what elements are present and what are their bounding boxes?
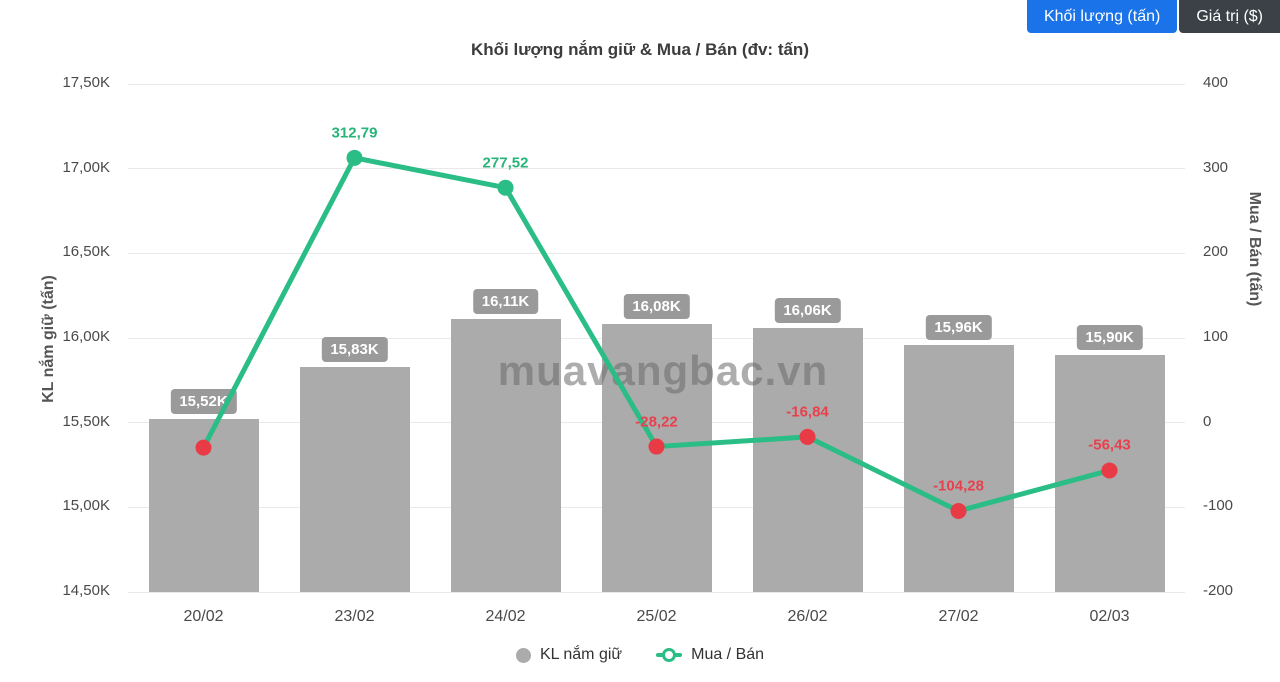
- y-axis-tick-right: -100: [1203, 497, 1234, 515]
- chart-title: Khối lượng nắm giữ & Mua / Bán (đv: tấn): [471, 40, 809, 59]
- bar-kl-nam-giu: [299, 366, 410, 592]
- y-axis-tick-right: 400: [1203, 74, 1229, 91]
- tab-khoi-luong[interactable]: Khối lượng (tấn): [1026, 0, 1178, 33]
- y-axis-tick-left: 16,50K: [62, 243, 110, 261]
- y-axis-tick-left: 14,50K: [62, 582, 110, 599]
- legend: KL nắm giữ Mua / Bán: [0, 646, 1280, 664]
- y-axis-tick-left: 15,00K: [62, 497, 110, 515]
- watermark: muavangbac.vn: [497, 347, 829, 394]
- x-axis-tick: 27/02: [938, 608, 979, 625]
- y-axis-tick-right: -200: [1203, 582, 1234, 599]
- y-axis-tick-left: 17,50K: [62, 74, 110, 91]
- y-axis-tick-right: 0: [1203, 412, 1212, 430]
- x-axis-tick: 02/03: [1089, 608, 1130, 625]
- line-point-label: -16,84: [786, 403, 829, 421]
- legend-label: KL nắm giữ: [539, 646, 623, 663]
- line-point-label: -28,22: [635, 413, 678, 431]
- y-axis-tick-right: 300: [1203, 158, 1229, 176]
- legend-item-kl-nam-giu[interactable]: KL nắm giữ: [515, 646, 623, 664]
- bar-value-badge: 15,83K: [321, 336, 388, 362]
- gridline: [128, 168, 1185, 170]
- bar-kl-nam-giu: [148, 419, 259, 592]
- bar-value-badge: 16,11K: [472, 289, 539, 315]
- tab-gia-tri[interactable]: Giá trị ($): [1179, 0, 1280, 33]
- unit-toggle-group: Khối lượng (tấn) Giá trị ($): [1026, 0, 1280, 33]
- bar-value-badge: 15,90K: [1076, 324, 1143, 350]
- bar-value-badge: 16,06K: [774, 297, 841, 323]
- bar-kl-nam-giu: [1054, 354, 1165, 592]
- bar-kl-nam-giu: [903, 344, 1014, 592]
- line-point: [497, 179, 514, 196]
- line-point: [346, 149, 363, 166]
- x-axis-tick: 23/02: [334, 608, 375, 625]
- y-axis-tick-left: 16,00K: [62, 328, 110, 345]
- line-point-label: -56,43: [1088, 436, 1131, 454]
- y-axis-tick-right: 100: [1203, 328, 1229, 345]
- y-axis-tick-left: 17,00K: [62, 158, 110, 176]
- x-axis-tick: 20/02: [183, 608, 224, 625]
- x-axis-tick: 26/02: [787, 608, 828, 625]
- gridline: [128, 252, 1185, 254]
- legend-item-mua-ban[interactable]: Mua / Bán: [656, 646, 764, 664]
- x-axis-tick: 24/02: [485, 608, 526, 625]
- x-axis-tick: 25/02: [636, 608, 677, 625]
- bar-value-badge: 15,96K: [925, 314, 992, 340]
- gridline: [128, 83, 1185, 85]
- line-point-label: -104,28: [933, 477, 984, 495]
- green-line-point-icon: [656, 647, 683, 663]
- bar-value-badge: 15,52K: [170, 389, 237, 415]
- y-axis-tick-right: 200: [1203, 243, 1229, 261]
- y-axis-tick-left: 15,50K: [62, 412, 110, 430]
- legend-label: Mua / Bán: [691, 646, 765, 663]
- bar-value-badge: 16,08K: [623, 294, 690, 320]
- line-point-label: 312,79: [331, 124, 378, 142]
- line-point-label: 277,52: [482, 154, 529, 172]
- gridline: [128, 591, 1185, 593]
- gray-dot-icon: [515, 647, 531, 663]
